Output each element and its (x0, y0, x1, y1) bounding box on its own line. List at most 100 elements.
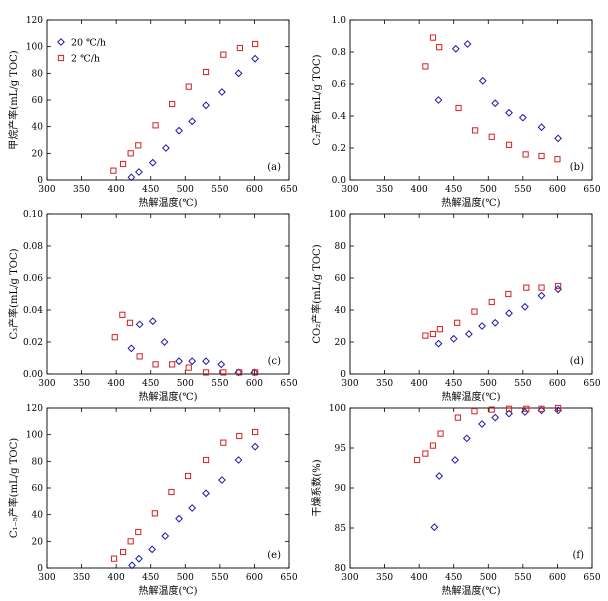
y-axis-label: C₂产率(mL/g TOC) (310, 54, 323, 145)
x-tick-label: 500 (177, 379, 194, 389)
data-point-20c-per-h (234, 69, 243, 78)
data-point-2c-per-h (169, 361, 176, 368)
data-point-2c-per-h (220, 369, 227, 376)
data-point-2c-per-h (127, 538, 134, 545)
x-tick-label: 550 (211, 185, 228, 195)
data-point-20c-per-h (491, 413, 500, 422)
panel-label: (b) (570, 162, 584, 173)
data-point-20c-per-h (465, 330, 473, 338)
data-point-2c-per-h (136, 353, 143, 360)
y-tick-label: 0.6 (332, 80, 347, 90)
data-point-2c-per-h (436, 44, 443, 51)
data-point-20c-per-h (251, 442, 260, 451)
y-tick-label: 60 (32, 484, 44, 494)
data-point-20c-per-h (175, 126, 183, 135)
x-axis-label: 热解温度(℃) (442, 196, 501, 209)
data-point-2c-per-h (152, 361, 159, 368)
x-tick-label: 600 (246, 573, 263, 583)
x-axis-label: 热解温度(℃) (139, 584, 198, 597)
data-point-2c-per-h (151, 510, 158, 517)
data-point-20c-per-h (148, 317, 157, 326)
data-point-20c-per-h (135, 320, 144, 329)
y-tick-label: 0.10 (23, 210, 43, 220)
data-point-20c-per-h (148, 545, 157, 554)
y-axis-label: 甲烷产率(mL/g TOC) (7, 50, 20, 149)
x-tick-label: 450 (445, 379, 462, 389)
data-point-2c-per-h (119, 311, 126, 318)
y-tick-label: 95 (335, 444, 347, 454)
x-tick-label: 300 (341, 573, 358, 583)
data-point-20c-per-h (175, 357, 183, 366)
x-tick-label: 300 (38, 379, 55, 389)
x-tick-label: 450 (142, 185, 159, 195)
x-tick-label: 550 (514, 379, 531, 389)
data-point-20c-per-h (188, 117, 197, 126)
data-point-2c-per-h (110, 555, 118, 562)
data-point-20c-per-h (128, 561, 136, 570)
data-point-20c-per-h (505, 409, 513, 418)
x-tick-label: 400 (108, 573, 125, 583)
data-point-2c-per-h (454, 414, 461, 421)
x-axis-label: 热解温度(℃) (442, 390, 501, 403)
y-tick-label: 40 (32, 511, 44, 521)
y-tick-label: 120 (26, 16, 43, 26)
x-axis-label: 热解温度(℃) (139, 390, 198, 403)
data-point-2c-per-h (429, 442, 437, 449)
y-tick-label: 100 (329, 404, 346, 414)
x-tick-label: 550 (211, 573, 228, 583)
panel-c: 300 350 400 450 500 550 600 650 0.00 0.02 0.04 0.06… (7, 210, 298, 403)
x-tick-label: 500 (480, 185, 497, 195)
legend: 20 ℃/h 2 ℃/h (57, 38, 106, 65)
y-tick-label: 80 (32, 69, 44, 79)
y-axis-label: CO₂产率(mL/g TOC) (310, 244, 323, 343)
y-tick-label: 80 (32, 457, 44, 467)
x-tick-label: 300 (341, 185, 358, 195)
data-point-2c-per-h (202, 369, 210, 376)
data-point-20c-per-h (434, 339, 443, 348)
x-tick-label: 350 (376, 379, 393, 389)
data-point-2c-per-h (202, 68, 210, 76)
data-point-2c-per-h (252, 428, 259, 436)
data-point-20c-per-h (518, 113, 527, 122)
data-point-2c-per-h (184, 472, 192, 480)
data-point-20c-per-h (505, 309, 513, 318)
data-point-2c-per-h (220, 439, 227, 446)
y-tick-label: 20 (335, 338, 347, 348)
data-point-20c-per-h (478, 420, 486, 428)
panel-label: (c) (268, 356, 282, 367)
y-axis-label: 干燥系数(%) (310, 459, 323, 516)
data-point-2c-per-h (429, 330, 437, 338)
x-tick-label: 450 (445, 185, 462, 195)
panel-label: (f) (572, 550, 584, 561)
data-point-2c-per-h (135, 142, 142, 149)
data-point-20c-per-h (160, 338, 169, 346)
data-point-2c-per-h (252, 369, 259, 376)
x-tick-label: 600 (549, 379, 566, 389)
x-tick-label: 650 (280, 185, 297, 195)
data-point-2c-per-h (471, 308, 478, 315)
data-point-2c-per-h (422, 63, 429, 70)
y-axis-label: C₁₋₅产率(mL/g TOC) (7, 438, 20, 538)
data-point-2c-per-h (127, 150, 134, 157)
data-point-2c-per-h (110, 167, 117, 174)
data-point-20c-per-h (202, 489, 210, 498)
data-point-2c-per-h (488, 298, 495, 306)
y-tick-label: 20 (32, 149, 44, 159)
data-point-20c-per-h (127, 344, 136, 353)
x-tick-label: 500 (480, 379, 497, 389)
data-point-2c-per-h (538, 405, 545, 412)
x-axis-label: 热解温度(℃) (139, 196, 198, 209)
data-point-2c-per-h (111, 334, 118, 341)
data-point-20c-per-h (217, 360, 226, 369)
data-point-20c-per-h (135, 168, 143, 176)
x-tick-label: 400 (411, 573, 428, 583)
x-tick-label: 650 (280, 573, 297, 583)
y-tick-label: 0.02 (23, 338, 43, 348)
y-tick-label: 60 (335, 274, 347, 284)
panel-label: (a) (267, 162, 281, 173)
x-tick-label: 650 (583, 379, 600, 389)
x-tick-label: 400 (108, 379, 125, 389)
data-point-20c-per-h (251, 54, 260, 63)
plot-frame (349, 407, 593, 569)
